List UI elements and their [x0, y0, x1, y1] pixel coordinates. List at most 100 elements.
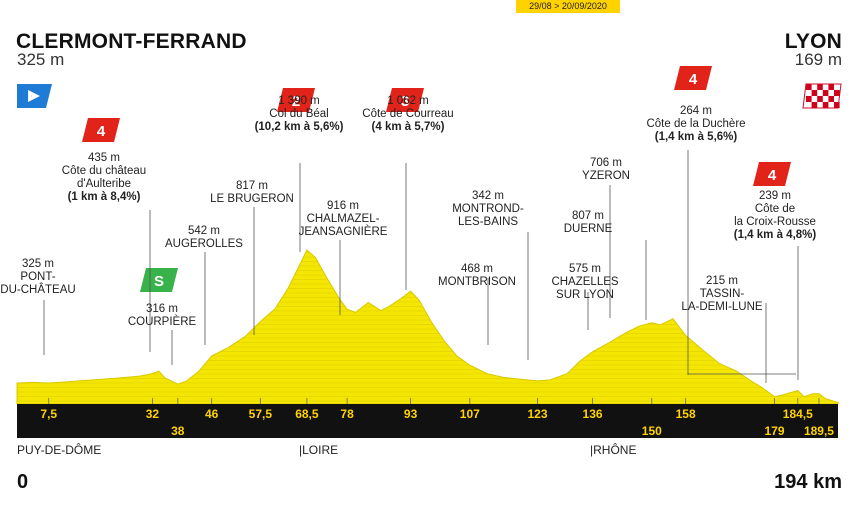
region-puy-de-dome: PUY-DE-DÔME	[17, 443, 102, 457]
annotation-line: 817 m	[236, 180, 268, 192]
start-city: CLERMONT-FERRAND	[16, 30, 247, 53]
km-band	[17, 404, 838, 438]
annotation-line: AUGEROLLES	[165, 238, 243, 250]
sprint-badge	[140, 268, 178, 292]
annotation-line: SUR LYON	[556, 289, 614, 301]
annotation-line: DUERNE	[563, 223, 613, 235]
annotation-line: (1,4 km à 4,8%)	[733, 229, 817, 241]
badge-text: 4	[97, 123, 106, 140]
climb-category-badge	[674, 66, 712, 90]
annotation-line: (1,4 km à 5,6%)	[654, 131, 738, 143]
finish-flag-check	[828, 84, 834, 90]
annotation-label: 325 m PONT- DU-CHÂTEAU	[0, 258, 75, 297]
annotation-line: 706 m	[590, 157, 622, 169]
start-flag-arrow	[28, 90, 40, 102]
annotation-line: 1 390 m	[278, 95, 320, 107]
annotation-line: 575 m	[569, 263, 601, 275]
finish-flag-check	[828, 96, 834, 102]
km-marker-label: 107	[460, 407, 480, 421]
annotation-label: 817 m LE BRUGERON	[210, 180, 294, 206]
annotation-label: 1 390 m Col du Béal (10,2 km à 5,6%)	[255, 95, 344, 134]
annotation-label: 807 m DUERNE	[564, 210, 613, 236]
annotation-label: 1 062 m Côte de Courreau (4 km à 5,7%)	[362, 95, 453, 134]
annotation-label: 239 m Côte de la Croix-Rousse (1,4 km à 4,8…	[734, 190, 816, 242]
region-loire: |LOIRE	[299, 443, 339, 457]
finish-flag-check	[806, 84, 812, 90]
km-marker-label: 136	[583, 407, 603, 421]
annotation-line: DU-CHÂTEAU	[0, 284, 76, 296]
date-range-banner: 29/08 > 20/09/2020	[516, 0, 620, 13]
annotation-label: 542 m AUGEROLLES	[165, 225, 243, 251]
annotation-label: 264 m Côte de la Duchère (1,4 km à 5,6%)	[646, 105, 745, 144]
badge-text: 2	[292, 93, 300, 110]
annotation-line: Col du Béal	[269, 108, 329, 120]
annotation-line: LE BRUGERON	[210, 193, 294, 205]
km-marker-label: 150	[642, 424, 662, 438]
climb-category-badge	[753, 162, 791, 186]
badge-text: 3	[401, 93, 409, 110]
annotation-line: 239 m	[759, 190, 791, 202]
annotation-line: (10,2 km à 5,6%)	[254, 121, 344, 133]
km-marker-label: 38	[171, 424, 185, 438]
finish-flag-check	[834, 102, 840, 108]
km-marker-label: 179	[765, 424, 785, 438]
annotation-label: 575 m CHAZELLES SUR LYON	[551, 263, 618, 302]
km-marker-label: 78	[340, 407, 354, 421]
annotation-line: Côte de Courreau	[362, 108, 454, 120]
annotation-line: (1 km à 8,4%)	[67, 191, 141, 203]
annotation-line: JEANSAGNIÈRE	[298, 226, 388, 238]
annotation-line: la Croix-Rousse	[734, 216, 816, 228]
climb-category-badge	[277, 88, 315, 112]
annotation-line: 1 062 m	[387, 95, 429, 107]
annotation-line: MONTBRISON	[438, 276, 516, 288]
climb-category-badge	[82, 118, 120, 142]
annotation-line: 342 m	[472, 190, 504, 202]
annotation-line: LA-DEMI-LUNE	[681, 301, 763, 313]
km-marker-label: 32	[146, 407, 160, 421]
finish-flag-check	[817, 84, 823, 90]
km-marker-label: 93	[404, 407, 418, 421]
annotation-label: 468 m MONTBRISON	[438, 263, 516, 289]
annotation-label: 342 m MONTROND- LES-BAINS	[452, 190, 524, 229]
annotation-label: 435 m Côte du château d'Aulteribe (1 km à 8…	[62, 152, 146, 204]
start-altitude: 325 m	[17, 50, 65, 69]
annotation-line: 264 m	[680, 105, 712, 117]
finish-altitude: 169 m	[794, 50, 842, 69]
badge-text: S	[154, 273, 164, 290]
finish-flag-check	[822, 102, 829, 108]
annotation-line: Côte de	[754, 203, 796, 215]
finish-flag-check	[811, 102, 818, 108]
annotation-line: MONTROND-	[452, 203, 524, 215]
km-marker-label: 7,5	[40, 407, 57, 421]
annotation-label: 316 m COURPIÈRE	[128, 303, 196, 329]
annotation-line: 468 m	[461, 263, 493, 275]
km-marker-label: 57,5	[249, 407, 273, 421]
annotation-line: 316 m	[146, 303, 178, 315]
km-marker-label: 189,5	[804, 424, 834, 438]
finish-flag-check	[817, 96, 823, 102]
km-marker-label: 184,5	[783, 407, 813, 421]
annotation-line: 325 m	[22, 258, 54, 270]
km-start-label: 0	[17, 471, 29, 493]
finish-city: LYON	[784, 30, 842, 53]
km-marker-label: 123	[528, 407, 548, 421]
annotation-line: CHAZELLES	[551, 276, 619, 288]
annotation-line: 215 m	[706, 275, 738, 287]
badge-text: 4	[689, 71, 698, 88]
region-rhone: |RHÔNE	[590, 443, 637, 457]
finish-flag-check	[811, 90, 818, 96]
km-marker-label: 158	[676, 407, 696, 421]
finish-flag-check	[822, 90, 829, 96]
annotation-label: 215 m TASSIN- LA-DEMI-LUNE	[681, 275, 762, 314]
annotation-line: d'Aulteribe	[77, 178, 131, 190]
annotation-line: TASSIN-	[699, 288, 745, 300]
annotation-line: YZERON	[582, 170, 630, 182]
annotation-line: LES-BAINS	[457, 216, 519, 228]
annotation-line: 807 m	[572, 210, 604, 222]
elevation-profile-area	[16, 249, 839, 405]
annotation-line: 542 m	[188, 225, 220, 237]
annotation-line: (4 km à 5,7%)	[371, 121, 445, 133]
annotation-line: 916 m	[327, 200, 359, 212]
annotation-line: Côte de la Duchère	[646, 118, 746, 130]
